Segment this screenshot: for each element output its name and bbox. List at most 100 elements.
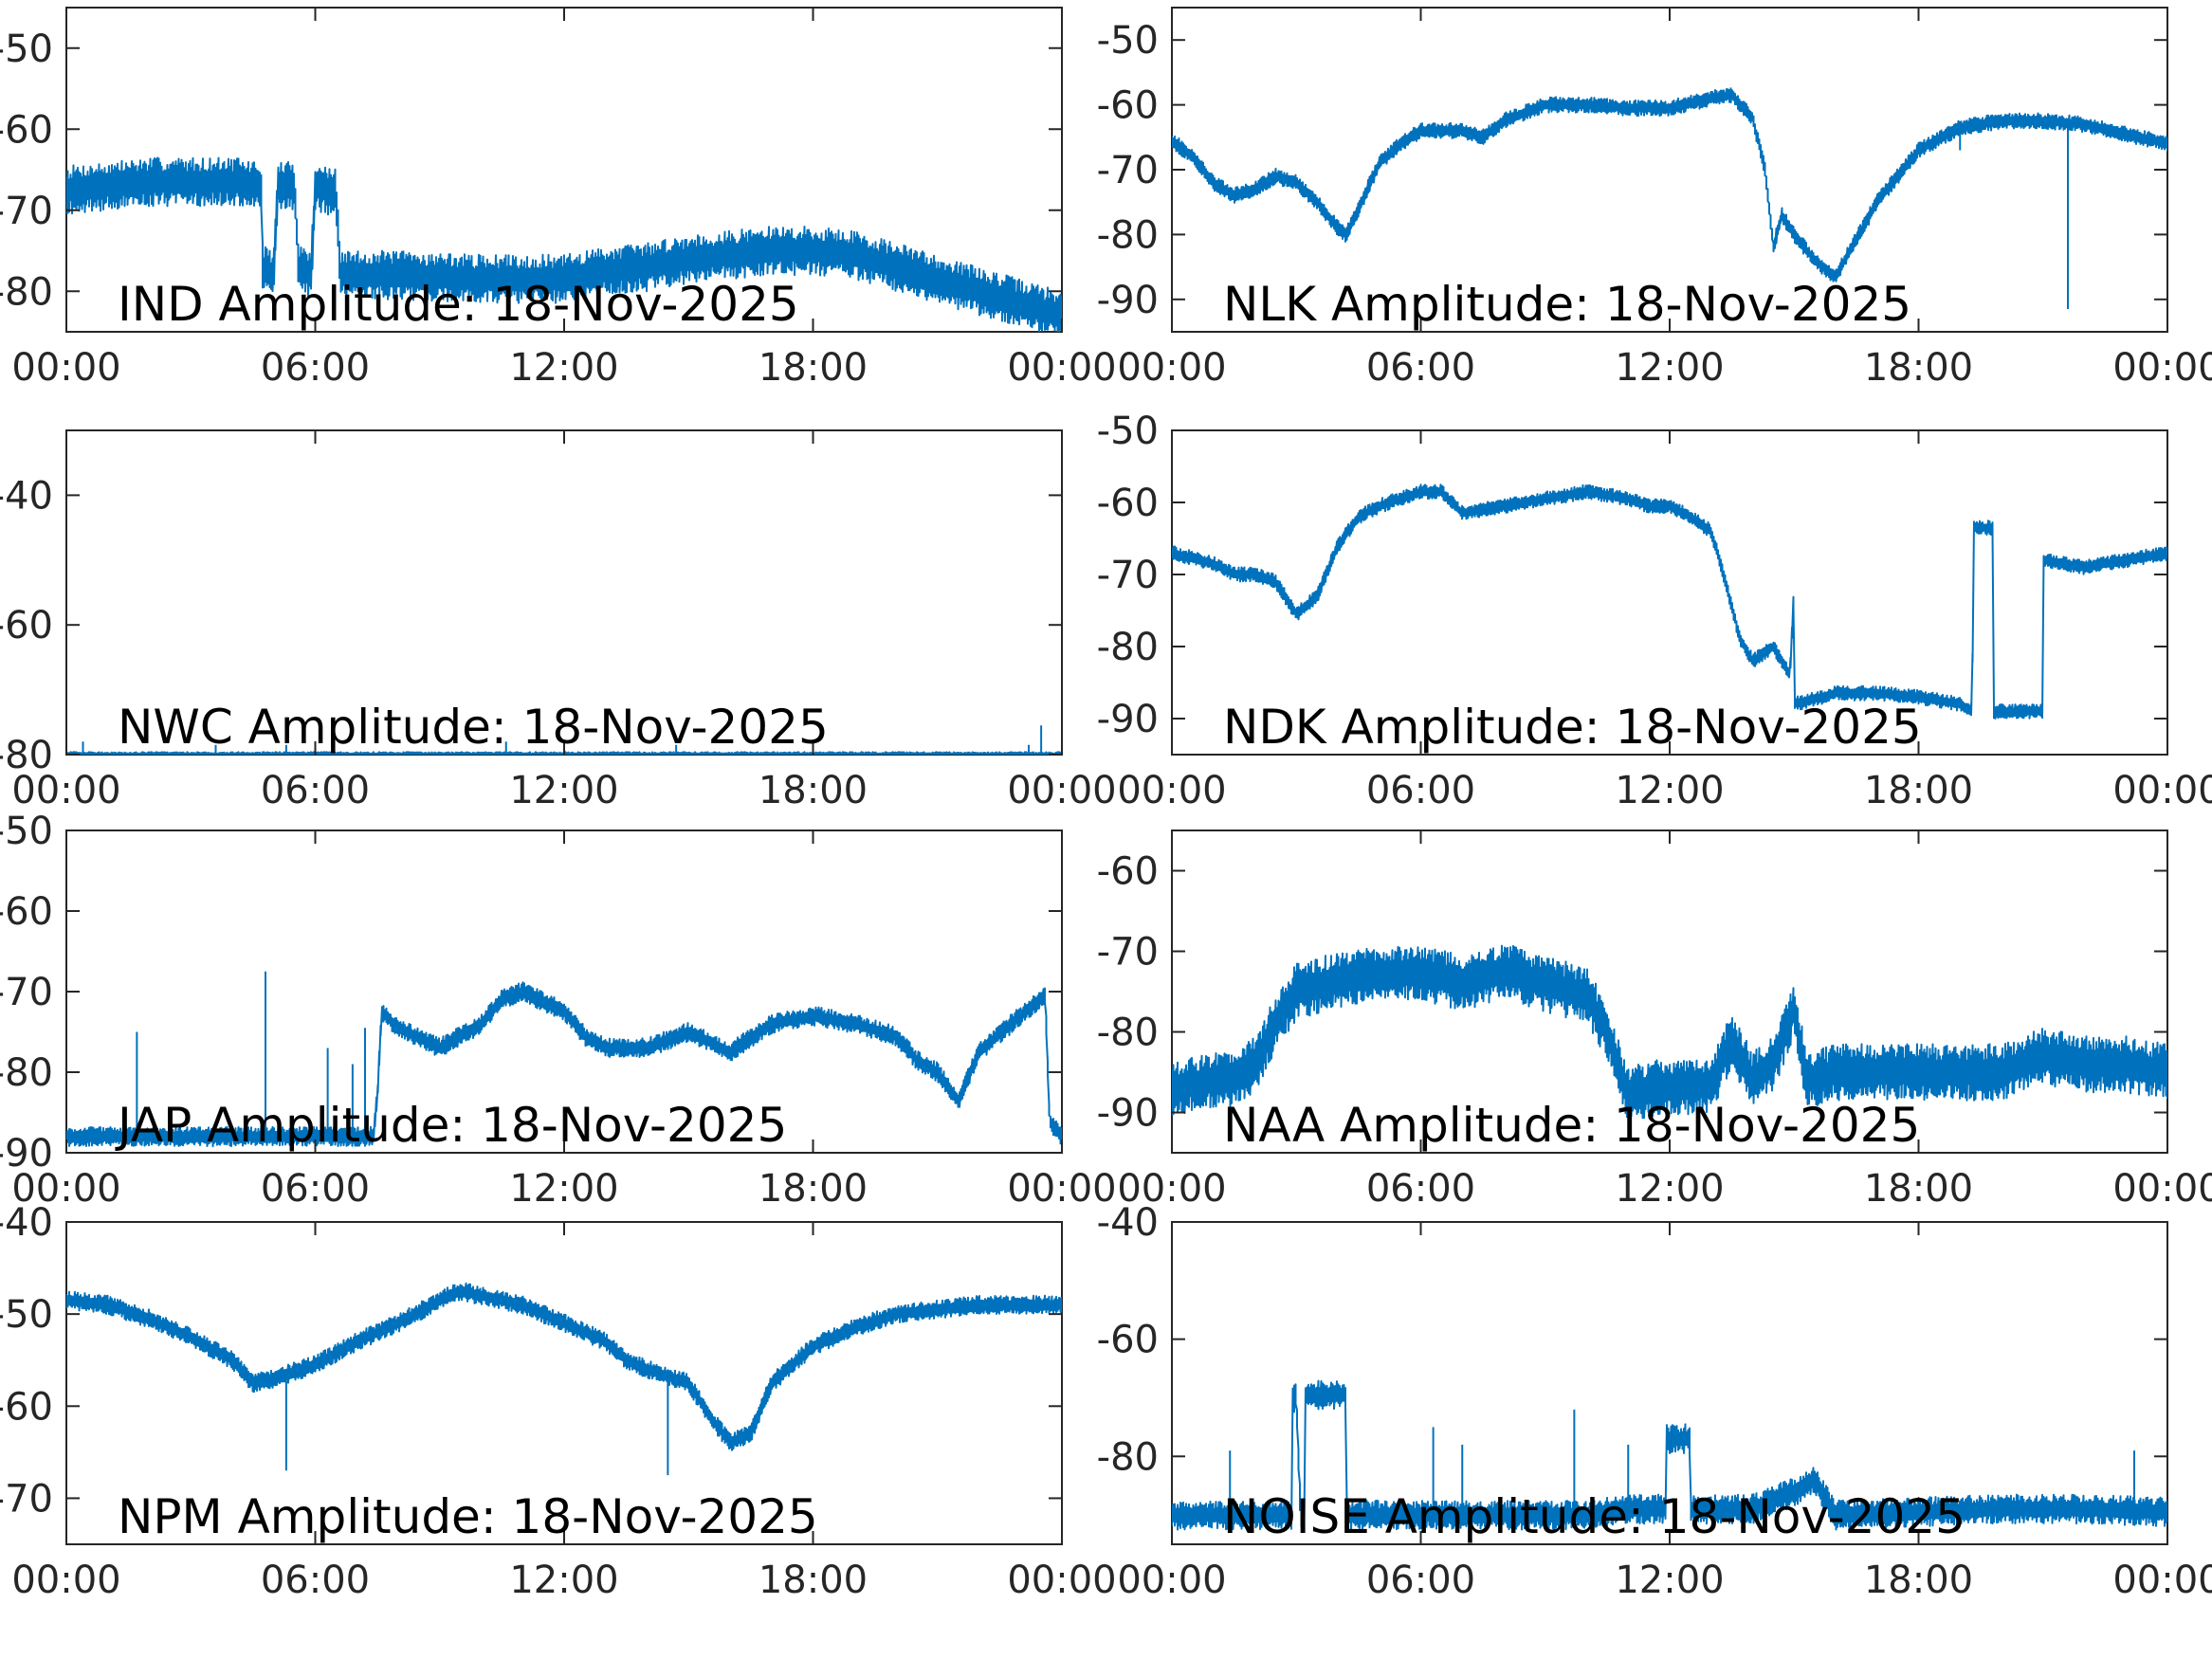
y-tick-label: -80 [1097,213,1159,257]
plot-area [65,429,1063,756]
x-tick-label: 18:00 [1864,769,1973,812]
x-tick-label: 18:00 [759,346,868,390]
subplot-2: 00:00 06:00 12:00 18:00 00:00 -40 -60 -80 NWC Am… [0,429,1117,812]
x-tick-label: 00:00 [11,346,120,390]
y-tick-label: -70 [0,1477,53,1521]
y-tick-label: -70 [0,971,53,1014]
y-tick-label: -60 [0,108,53,152]
data-group [1172,87,2167,310]
x-tick-label: 06:00 [1366,1167,1475,1211]
x-tick-label: 00:00 [1007,1167,1116,1211]
x-tick-label: 00:00 [2112,1559,2212,1602]
subplot-4: 00:00 06:00 12:00 18:00 00:00 -50 -60 -70 -80 -90… [0,810,1117,1211]
y-tick-label: -70 [1097,931,1159,975]
x-tick-label: 00:00 [1007,769,1116,812]
x-tick-label: 06:00 [1366,346,1475,390]
data-group [1172,944,2167,1121]
series-line-nlk [1172,87,2167,283]
data-group [1172,1379,2167,1531]
y-tick-label: -40 [0,1201,53,1245]
y-tick-label: -60 [1097,1319,1159,1362]
y-tick-label: -70 [0,190,53,233]
subplot-5: 00:00 06:00 12:00 18:00 00:00 -60 -70 -80 -90 NAA… [1097,830,2212,1211]
x-tick-label: 18:00 [1864,346,1973,390]
plot-area [65,830,1063,1154]
x-tick-label: 00:00 [2112,1167,2212,1211]
x-tick-label: 00:00 [11,1559,120,1602]
x-tick-label: 00:00 [1117,346,1226,390]
subplot-0: 00:00 06:00 12:00 18:00 00:00 -50 -60 -70 -80 IND… [0,7,1117,390]
x-tick-label: 06:00 [1366,1559,1475,1602]
x-tick-label: 12:00 [509,346,618,390]
panel-title: NLK Amplitude: 18-Nov-2025 [1223,277,1911,332]
series-line-noise [1172,1379,2167,1531]
panel-title: NOISE Amplitude: 18-Nov-2025 [1223,1489,1965,1544]
y-tick-label: -80 [0,734,53,777]
subplot-3: 00:00 06:00 12:00 18:00 00:00 -50 -60 -70 -80 -90… [1097,410,2212,812]
x-tick-label: 06:00 [261,346,370,390]
y-tick-label: -60 [1097,482,1159,525]
panel-title: NWC Amplitude: 18-Nov-2025 [118,700,829,755]
x-tick-label: 18:00 [759,1167,868,1211]
x-tick-label: 18:00 [1864,1559,1973,1602]
y-tick-label: -60 [0,1385,53,1429]
y-tick-label: -90 [1097,698,1159,741]
x-tick-label: 18:00 [759,1559,868,1602]
plot-area [1171,429,2168,756]
x-tick-label: 00:00 [1117,1167,1226,1211]
x-tick-label: 12:00 [509,769,618,812]
x-tick-label: 06:00 [261,1167,370,1211]
x-tick-label: 00:00 [1117,1559,1226,1602]
y-tick-label: -70 [1097,149,1159,192]
y-tick-label: -60 [1097,850,1159,894]
series-line-ndk [1172,483,2167,720]
plot-area [65,1221,1063,1545]
series-line-naa [1172,944,2167,1121]
y-tick-label: -90 [1097,1092,1159,1136]
x-tick-label: 12:00 [1615,1167,1724,1211]
y-tick-label: -90 [0,1132,53,1176]
subplot-7: 00:00 06:00 12:00 18:00 00:00 -40 -60 -80 NOISE … [1097,1201,2212,1602]
x-tick-label: 12:00 [1615,769,1724,812]
subplot-1: 00:00 06:00 12:00 18:00 00:00 -50 -60 -70 -80 -90… [1097,7,2212,390]
x-tick-label: 12:00 [509,1167,618,1211]
y-tick-label: -50 [1097,410,1159,453]
data-group [1172,483,2167,720]
y-tick-label: -50 [1097,19,1159,63]
panel-title: NPM Amplitude: 18-Nov-2025 [118,1489,818,1544]
y-tick-label: -50 [0,1293,53,1337]
x-tick-label: 18:00 [759,769,868,812]
y-tick-label: -80 [0,270,53,314]
panel-title: NDK Amplitude: 18-Nov-2025 [1223,700,1922,755]
series-line-npm [66,1282,1062,1451]
x-tick-label: 12:00 [1615,1559,1724,1602]
x-tick-label: 12:00 [1615,346,1724,390]
series-line-ind [66,156,1062,332]
y-tick-label: -90 [1097,279,1159,322]
y-tick-label: -70 [1097,554,1159,597]
panel-title: JAP Amplitude: 18-Nov-2025 [115,1098,787,1153]
x-tick-label: 12:00 [509,1559,618,1602]
data-group [66,156,1062,332]
y-tick-label: -80 [0,1051,53,1095]
x-tick-label: 00:00 [11,769,120,812]
y-tick-label: -80 [1097,626,1159,669]
data-group [66,1282,1062,1476]
x-tick-label: 00:00 [1007,346,1116,390]
panel-title: IND Amplitude: 18-Nov-2025 [118,277,799,332]
x-tick-label: 18:00 [1864,1167,1973,1211]
x-tick-label: 00:00 [11,1167,120,1211]
y-tick-label: -40 [1097,1201,1159,1245]
y-tick-label: -80 [1097,1435,1159,1479]
subplot-6: 00:00 06:00 12:00 18:00 00:00 -40 -50 -60 -70 NPM… [0,1201,1117,1602]
y-tick-label: -60 [0,890,53,934]
x-tick-label: 00:00 [1007,1559,1116,1602]
series-line-jap [66,981,1062,1148]
plot-area [1171,7,2168,333]
x-tick-label: 06:00 [261,1559,370,1602]
panel-title: NAA Amplitude: 18-Nov-2025 [1223,1098,1920,1153]
x-tick-label: 00:00 [1117,769,1226,812]
y-tick-label: -50 [0,27,53,71]
x-tick-label: 06:00 [1366,769,1475,812]
